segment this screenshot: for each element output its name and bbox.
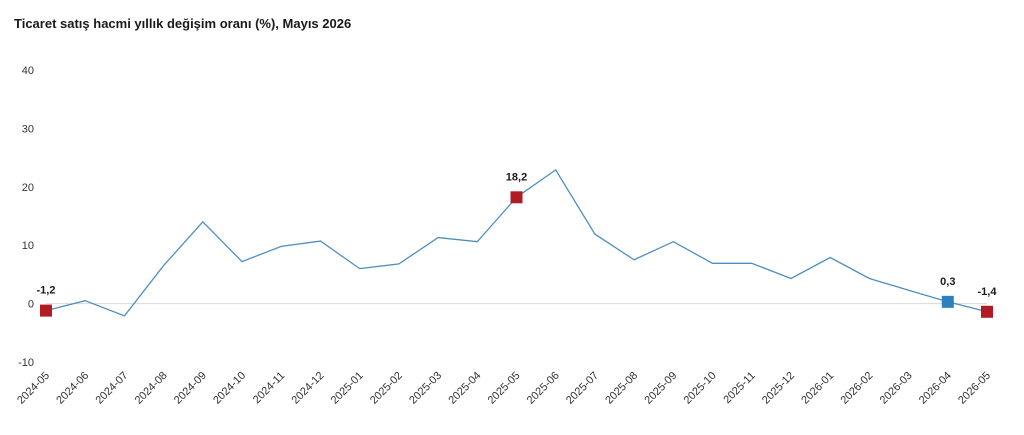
x-tick-label: 2026-01: [799, 370, 836, 407]
x-tick-label: 2024-07: [94, 370, 131, 407]
data-label: 0,3: [940, 276, 955, 288]
x-tick-label: 2024-08: [133, 370, 170, 407]
x-tick-label: 2024-11: [251, 370, 287, 406]
x-tick-label: 2026-04: [917, 370, 954, 407]
x-tick-label: 2025-10: [682, 370, 719, 407]
x-tick-label: 2024-05: [15, 370, 52, 407]
x-tick-label: 2024-10: [211, 370, 248, 407]
x-tick-label: 2025-11: [721, 370, 757, 406]
data-point-marker: [981, 305, 993, 318]
x-tick-label: 2025-07: [564, 370, 601, 407]
y-axis: -10 0 10 20 30 40: [18, 65, 34, 369]
chart-title: Ticaret satış hacmi yıllık değişim oranı…: [14, 16, 352, 31]
data-point-marker: [510, 191, 523, 204]
y-tick-label: 0: [28, 299, 34, 311]
x-tick-label: 2026-05: [956, 370, 993, 407]
y-tick-label: 10: [22, 240, 34, 252]
x-tick-label: 2026-02: [838, 370, 875, 407]
y-tick-label: 20: [22, 182, 34, 194]
x-tick-label: 2025-09: [642, 370, 679, 407]
x-tick-label: 2024-12: [290, 370, 327, 407]
x-tick-label: 2025-04: [446, 370, 483, 407]
data-label: -1,4: [978, 286, 998, 298]
x-tick-label: 2025-12: [760, 370, 797, 407]
data-label: -1,2: [37, 285, 56, 297]
markers: -1,2 18,2 0,3 -1,4: [37, 171, 998, 318]
x-tick-label: 2025-02: [368, 370, 405, 407]
x-tick-label: 2025-06: [525, 370, 562, 407]
x-tick-label: 2024-06: [54, 370, 91, 407]
y-tick-label: 40: [22, 65, 34, 77]
y-tick-label: -10: [18, 357, 34, 369]
y-tick-label: 30: [22, 123, 34, 135]
x-tick-label: 2025-03: [407, 370, 444, 407]
data-label: 18,2: [506, 171, 527, 183]
data-point-marker: [941, 295, 954, 308]
x-tick-label: 2025-05: [486, 370, 523, 407]
x-axis: 2024-05 2024-06 2024-07 2024-08 2024-09 2024-…: [15, 370, 993, 407]
x-tick-label: 2024-09: [172, 370, 209, 407]
x-tick-label: 2025-01: [329, 370, 366, 407]
x-tick-label: 2026-03: [878, 370, 915, 407]
x-tick-label: 2025-08: [603, 370, 640, 407]
data-point-marker: [40, 304, 52, 317]
